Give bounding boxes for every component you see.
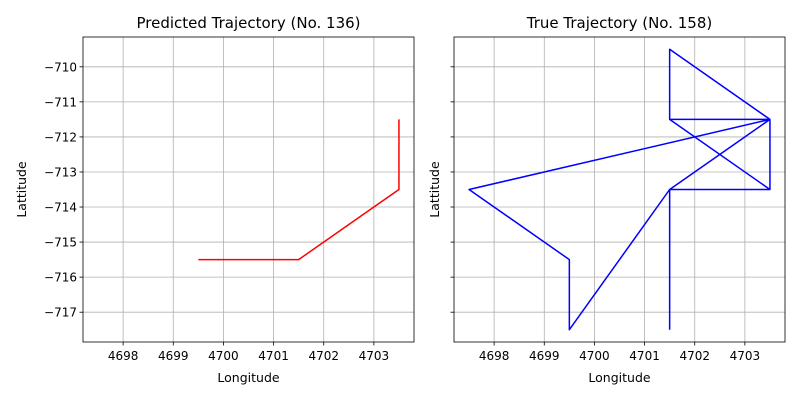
y-tick-label: −713 xyxy=(44,165,77,179)
chart-title: True Trajectory (No. 158) xyxy=(526,14,712,32)
y-tick-label: −717 xyxy=(44,306,77,320)
chart-panel-1: 4698 4699 4700 4701 4702 4703 −710 −711 −712 −713… xyxy=(14,14,415,385)
y-tick-label: −714 xyxy=(44,201,77,215)
x-tick-label: 4703 xyxy=(359,349,390,363)
y-tick-label: −716 xyxy=(44,271,77,285)
x-tick-label: 4699 xyxy=(158,349,189,363)
chart-title: Predicted Trajectory (No. 136) xyxy=(136,14,360,32)
x-tick-label: 4702 xyxy=(679,349,710,363)
x-tick-label: 4703 xyxy=(730,349,761,363)
series-line-1 xyxy=(468,48,771,331)
y-tick-label: −711 xyxy=(44,95,77,109)
x-tick-label: 4698 xyxy=(479,349,510,363)
axes-frame xyxy=(453,36,786,343)
x-tick-label: 4700 xyxy=(579,349,610,363)
chart-panel-2: 4698 4699 4700 4701 4702 4703 True Trajectory … xyxy=(427,14,786,385)
x-axis-label: Longitude xyxy=(588,370,650,385)
x-tick-label: 4700 xyxy=(208,349,239,363)
y-axis-label: Lattitude xyxy=(427,161,442,218)
axes-frame xyxy=(82,36,415,343)
y-tick-label: −710 xyxy=(44,60,77,74)
y-tick-label: −712 xyxy=(44,130,77,144)
x-tick-label: 4698 xyxy=(108,349,139,363)
y-axis-label: Lattitude xyxy=(14,161,29,218)
x-tick-label: 4699 xyxy=(529,349,560,363)
x-tick-label: 4702 xyxy=(308,349,339,363)
y-tick-label: −715 xyxy=(44,236,77,250)
chart-panels: 4698 4699 4700 4701 4702 4703 −710 −711 −712 −713… xyxy=(14,14,786,385)
x-axis-label: Longitude xyxy=(217,370,279,385)
x-tick-label: 4701 xyxy=(258,349,289,363)
series-line-1 xyxy=(198,119,400,261)
x-tick-label: 4701 xyxy=(629,349,660,363)
